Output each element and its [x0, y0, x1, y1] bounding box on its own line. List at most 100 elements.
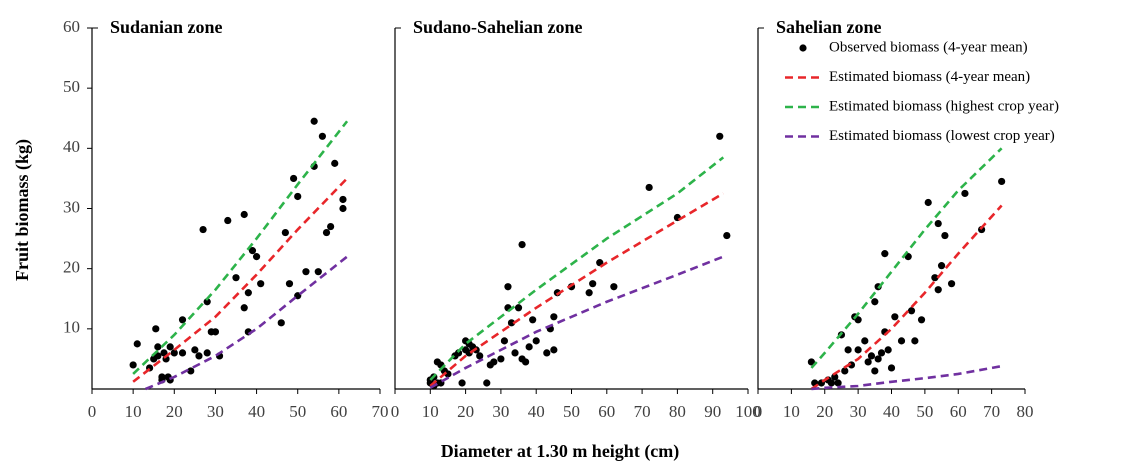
line: [810, 147, 1003, 369]
point: [947, 280, 956, 288]
line: [144, 255, 348, 391]
point: [831, 373, 839, 381]
point: [285, 280, 294, 288]
x-axis-label: Diameter at 1.30 m height (cm): [441, 441, 680, 462]
legend-marker: [799, 44, 807, 52]
point: [867, 352, 876, 360]
point: [937, 262, 946, 270]
x-tick-label: 70: [983, 402, 1000, 421]
point: [841, 367, 849, 375]
x-tick-label: 40: [883, 402, 900, 421]
point: [500, 337, 509, 345]
y-tick-label: 20: [63, 258, 80, 277]
x-tick-label: 30: [850, 402, 867, 421]
x-tick-label: 20: [816, 402, 833, 421]
point: [257, 280, 265, 288]
y-tick-label: 40: [63, 137, 80, 156]
point: [310, 117, 318, 125]
point: [884, 346, 892, 354]
y-axis-label: Fruit biomass (kg): [12, 139, 33, 281]
point: [844, 346, 852, 354]
point: [195, 352, 203, 360]
point: [874, 355, 882, 363]
panel-title: Sudano-Sahelian zone: [413, 17, 583, 37]
y-tick-label: 10: [63, 318, 80, 337]
point: [203, 349, 211, 357]
point: [854, 316, 862, 324]
x-tick-label: 0: [391, 402, 400, 421]
point: [490, 358, 498, 366]
x-tick-label: 20: [457, 402, 474, 421]
point: [518, 241, 526, 249]
point: [871, 298, 879, 306]
point: [543, 349, 551, 357]
line: [810, 204, 1003, 391]
x-tick-label: 60: [330, 402, 347, 421]
x-tick-label: 90: [704, 402, 721, 421]
point: [881, 250, 889, 258]
x-tick-label: 60: [950, 402, 967, 421]
x-tick-label: 30: [207, 402, 224, 421]
y-tick-label: 30: [63, 197, 80, 216]
legend-label: Estimated biomass (highest crop year): [829, 98, 1059, 114]
point: [834, 379, 842, 387]
x-tick-label: 70: [634, 402, 651, 421]
x-tick-label: 40: [248, 402, 265, 421]
point: [507, 319, 516, 327]
point: [589, 280, 597, 288]
x-tick-label: 60: [598, 402, 615, 421]
point: [187, 367, 195, 375]
x-tick-label: 100: [735, 402, 761, 421]
line: [132, 120, 349, 375]
point: [224, 216, 232, 225]
point: [931, 274, 939, 282]
point: [199, 225, 207, 234]
point: [877, 349, 886, 357]
point: [458, 379, 466, 387]
point: [203, 298, 211, 306]
x-tick-label: 40: [528, 402, 545, 421]
point: [911, 337, 919, 345]
point: [277, 319, 285, 327]
x-tick-label: 50: [916, 402, 933, 421]
legend-label: Estimated biomass (4-year mean): [829, 69, 1030, 85]
point: [716, 132, 724, 140]
x-tick-label: 30: [492, 402, 509, 421]
x-tick-label: 10: [125, 402, 142, 421]
point: [550, 313, 558, 321]
x-tick-label: 70: [372, 402, 389, 421]
point: [240, 304, 248, 312]
point: [240, 210, 248, 219]
point: [302, 268, 310, 276]
point: [327, 222, 335, 231]
point: [339, 204, 347, 213]
x-tick-label: 50: [563, 402, 580, 421]
point: [610, 283, 618, 291]
y-tick-label: 50: [63, 77, 80, 96]
point: [864, 358, 872, 366]
line: [811, 364, 1002, 391]
panel-title: Sahelian zone: [776, 17, 882, 37]
point: [232, 274, 240, 282]
point: [211, 328, 220, 336]
panel-title: Sudanian zone: [110, 17, 223, 37]
x-tick-label: 20: [166, 402, 183, 421]
point: [998, 177, 1006, 186]
point: [248, 247, 257, 255]
point: [166, 343, 174, 351]
point: [244, 289, 252, 297]
point: [585, 289, 593, 297]
x-tick-label: 80: [1017, 402, 1034, 421]
point: [483, 379, 491, 387]
point: [504, 283, 512, 291]
point: [511, 349, 519, 357]
x-tick-label: 0: [88, 402, 97, 421]
point: [854, 346, 862, 354]
point: [532, 337, 540, 345]
point: [281, 228, 289, 237]
point: [252, 253, 261, 261]
point: [961, 189, 969, 198]
point: [514, 304, 523, 312]
point: [861, 337, 869, 345]
point: [827, 379, 836, 387]
